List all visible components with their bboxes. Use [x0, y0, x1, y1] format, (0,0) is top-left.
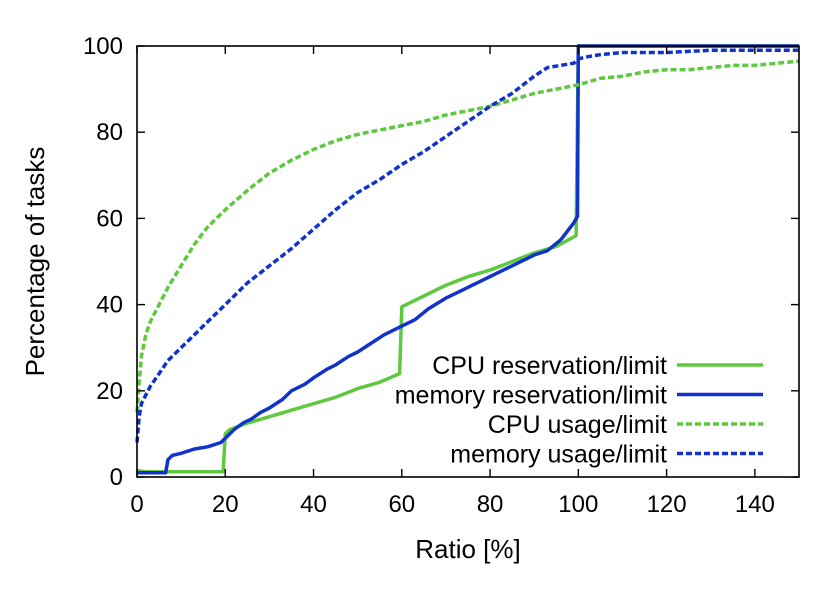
y-tick-label: 0 — [110, 464, 123, 491]
y-tick-label: 60 — [96, 205, 123, 232]
ticks-layer: 0 20 40 60 80 100 120 140 0 20 40 60 80 100 — [83, 33, 799, 518]
x-tick-label: 100 — [558, 491, 598, 518]
x-tick-label: 140 — [735, 491, 775, 518]
y-tick-label: 100 — [83, 33, 123, 60]
x-tick-label: 20 — [212, 491, 239, 518]
x-axis-title: Ratio [%] — [415, 534, 521, 564]
y-tick-label: 80 — [96, 119, 123, 146]
legend-label: CPU usage/limit — [488, 411, 667, 439]
legend-label: CPU reservation/limit — [432, 352, 667, 380]
series-line-1 — [136, 44, 799, 474]
y-tick-label: 20 — [96, 378, 123, 405]
series-line-4 — [135, 48, 799, 443]
plot-frame — [136, 45, 800, 478]
x-tick-label: 80 — [477, 491, 504, 518]
y-tick-label: 40 — [96, 292, 123, 319]
y-axis-title: Percentage of tasks — [20, 147, 50, 377]
x-tick-label: 0 — [130, 491, 143, 518]
x-tick-label: 120 — [647, 491, 687, 518]
series-line-2 — [137, 44, 799, 475]
series-line-3 — [135, 59, 800, 413]
x-tick-label: 40 — [300, 491, 327, 518]
legend-label: memory reservation/limit — [395, 382, 667, 410]
legend-label: memory usage/limit — [450, 441, 667, 469]
series-layer — [135, 44, 800, 475]
x-tick-label: 60 — [388, 491, 415, 518]
